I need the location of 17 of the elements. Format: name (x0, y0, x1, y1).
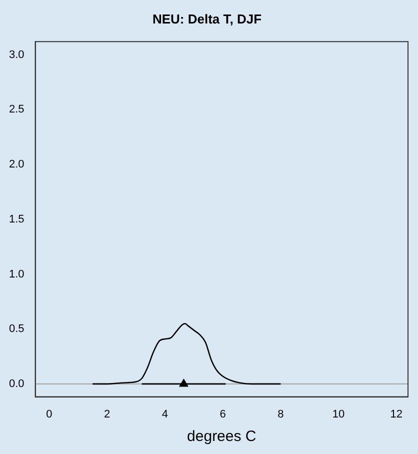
y-tick-label: 1.5 (8, 213, 24, 226)
y-tick-label: 0.5 (8, 323, 24, 336)
y-tick-label: 2.0 (8, 158, 24, 171)
x-tick-label: 10 (332, 408, 345, 420)
y-tick-label: 2.5 (8, 104, 24, 116)
y-tick-label: 0.0 (8, 378, 24, 390)
x-tick-label: 0 (46, 408, 52, 420)
x-tick-label: 8 (278, 408, 284, 420)
x-axis-title: degrees C (187, 428, 256, 446)
y-tick-label: 3.0 (8, 48, 24, 61)
x-tick-label: 12 (390, 408, 403, 420)
y-tick-label: 1.0 (8, 268, 24, 280)
x-tick-label: 2 (104, 408, 110, 420)
x-tick-label: 4 (162, 408, 168, 420)
chart-title: NEU: Delta T, DJF (152, 11, 262, 26)
line-series (92, 322, 282, 385)
x-tick-label: 6 (220, 408, 226, 420)
